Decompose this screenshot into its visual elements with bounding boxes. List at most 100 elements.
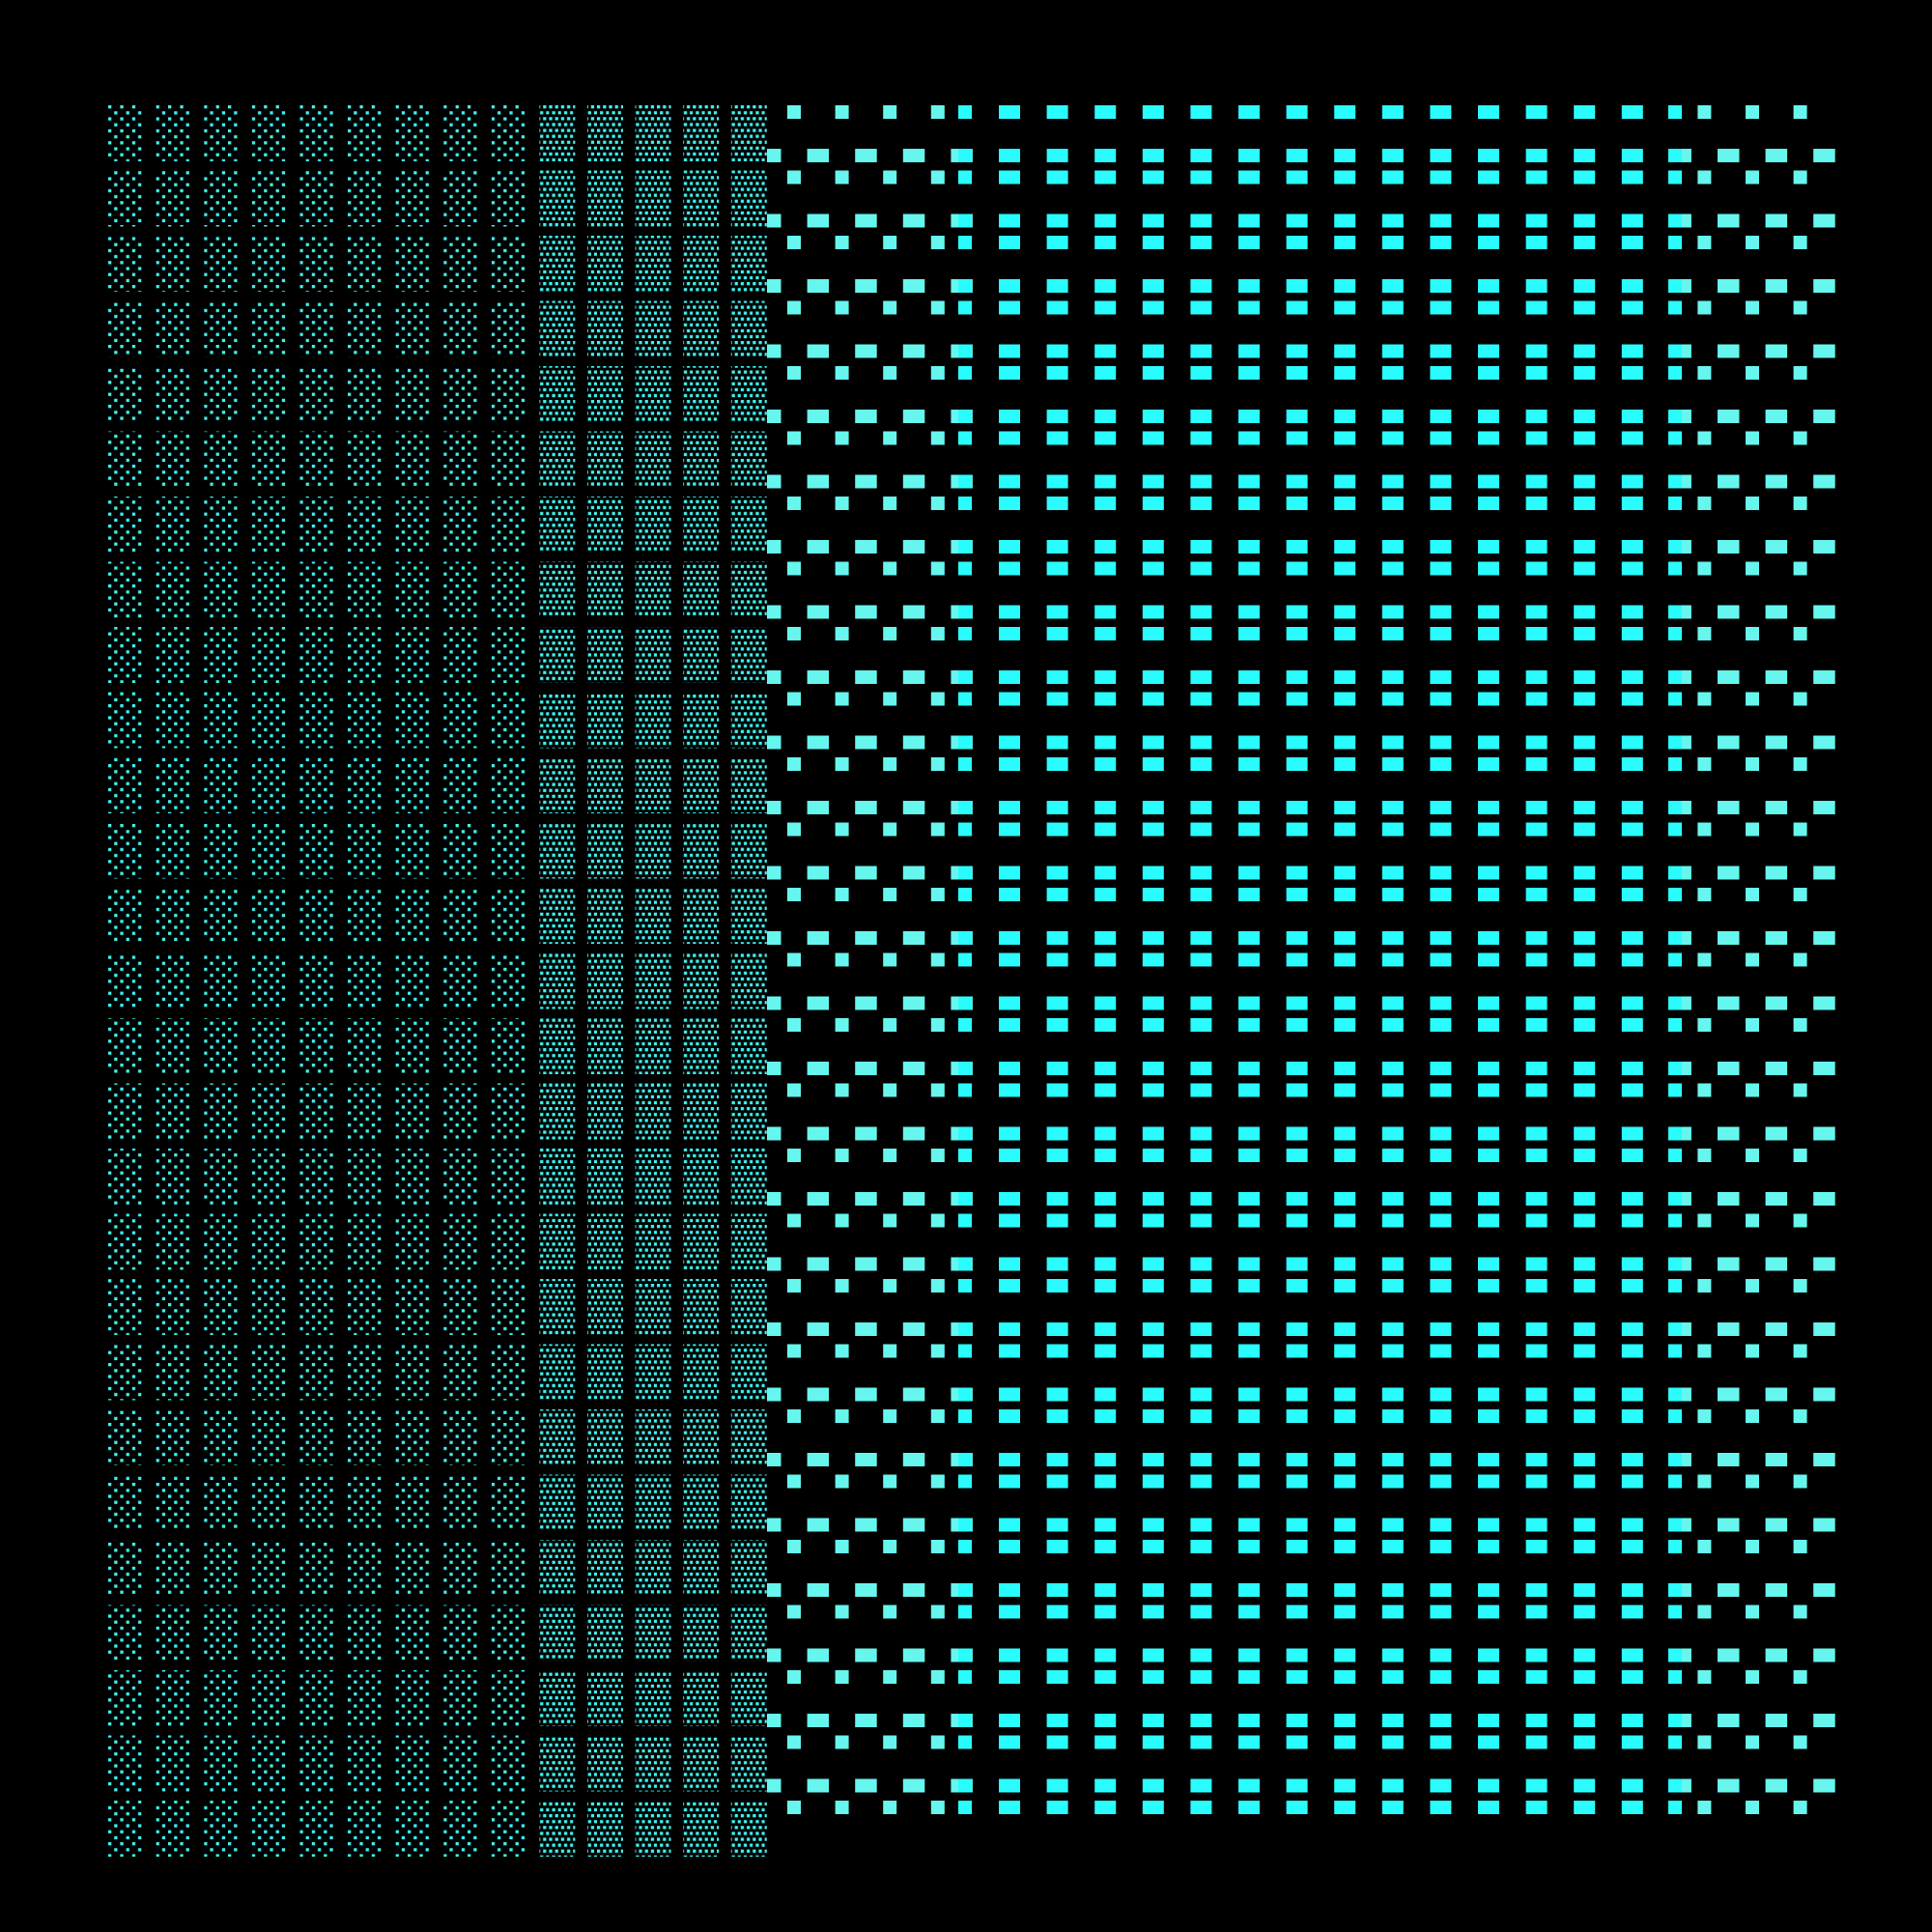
bright-bar <box>1094 1518 1117 1532</box>
dense-dot-block <box>730 1474 767 1531</box>
sparse-dot-block <box>395 236 432 292</box>
bright-bar <box>1430 1387 1452 1402</box>
bright-bar <box>1430 344 1452 358</box>
bright-square <box>1668 1126 1682 1141</box>
sparse-dot-block <box>251 1540 288 1596</box>
dense-dot-block <box>683 1540 720 1596</box>
bright-bar <box>1238 757 1260 771</box>
bright-bar <box>1046 1126 1068 1141</box>
light-square <box>883 822 897 837</box>
bright-bar <box>1190 1344 1212 1358</box>
bright-bar <box>1286 1018 1308 1032</box>
bright-bar <box>1574 1714 1596 1727</box>
bright-bar <box>1190 540 1212 554</box>
sparse-dot-block <box>251 822 288 879</box>
bright-bar <box>1046 1279 1068 1293</box>
bright-bar <box>1094 1583 1117 1597</box>
bright-bar <box>1430 1714 1452 1727</box>
light-square <box>883 1540 897 1553</box>
dense-dot-block <box>587 952 623 1009</box>
dense-dot-block <box>730 105 767 161</box>
light-bar <box>1718 149 1740 162</box>
light-bar <box>1718 1062 1740 1075</box>
bright-bar <box>1525 1648 1548 1662</box>
bright-bar <box>1238 866 1260 880</box>
bright-bar <box>1478 1387 1499 1402</box>
bright-bar <box>999 300 1020 315</box>
dense-dot-block <box>539 431 576 488</box>
sparse-dot-block <box>108 1279 144 1335</box>
bright-bar <box>1142 1018 1164 1032</box>
bright-bar <box>1142 497 1164 510</box>
bright-square <box>958 888 972 901</box>
sparse-dot-block <box>156 561 192 618</box>
sparse-dot-block <box>156 1083 192 1140</box>
sparse-dot-block <box>156 1149 192 1205</box>
bright-bar <box>1190 757 1212 771</box>
bright-bar <box>1525 1583 1548 1597</box>
dense-dot-block <box>730 1540 767 1596</box>
bright-bar <box>1142 735 1164 750</box>
bright-bar <box>1525 757 1548 771</box>
bright-bar <box>999 1257 1020 1271</box>
sparse-dot-block <box>204 1605 241 1662</box>
sparse-dot-block <box>491 1735 527 1792</box>
bright-square <box>1668 866 1682 880</box>
bright-bar <box>1334 627 1356 640</box>
light-bar <box>767 344 781 358</box>
light-square <box>787 1018 801 1032</box>
bright-bar <box>999 1126 1020 1141</box>
bright-bar <box>1478 1648 1499 1662</box>
light-square <box>883 366 897 380</box>
bright-bar <box>1238 1387 1260 1402</box>
light-square <box>835 1279 849 1293</box>
bright-bar <box>1621 735 1643 750</box>
bright-bar <box>1190 1322 1212 1336</box>
sparse-dot-block <box>443 300 480 357</box>
dense-dot-block <box>587 1344 623 1401</box>
bright-bar <box>1286 692 1308 706</box>
bright-bar <box>1094 366 1117 380</box>
sparse-dot-block <box>299 236 336 292</box>
bright-bar <box>1046 1714 1068 1727</box>
light-bar <box>807 1126 830 1141</box>
bright-bar <box>1094 540 1117 554</box>
bright-bar <box>1478 213 1499 228</box>
light-bar <box>807 1714 830 1727</box>
bright-bar <box>1478 866 1499 880</box>
light-square <box>1793 497 1807 510</box>
light-bar <box>767 410 781 423</box>
bright-bar <box>1334 996 1356 1010</box>
bright-bar <box>1430 1322 1452 1336</box>
light-square <box>883 1279 897 1293</box>
bright-bar <box>1094 1714 1117 1727</box>
light-square <box>1697 1735 1712 1749</box>
bright-bar <box>1046 1322 1068 1336</box>
light-square <box>787 1409 801 1423</box>
dense-dot-block <box>683 1344 720 1401</box>
bright-square <box>1668 931 1682 945</box>
light-bar <box>1718 1387 1740 1402</box>
bright-bar <box>1334 561 1356 576</box>
bright-square <box>958 236 972 249</box>
bright-bar <box>1286 1648 1308 1662</box>
light-square <box>787 1735 801 1749</box>
light-bar <box>1813 1714 1835 1727</box>
sparse-dot-block <box>108 1409 144 1465</box>
light-bar <box>902 1062 925 1075</box>
sparse-dot-block <box>108 757 144 813</box>
light-bar <box>1765 1518 1788 1532</box>
bright-bar <box>1238 1583 1260 1597</box>
sparse-dot-block <box>204 1213 241 1270</box>
bright-square <box>1668 279 1682 293</box>
sparse-dot-block <box>251 561 288 618</box>
light-square <box>835 822 849 837</box>
bright-bar <box>1525 431 1548 445</box>
light-square <box>1697 497 1712 510</box>
dense-dot-block <box>730 757 767 813</box>
sparse-dot-block <box>443 627 480 683</box>
dense-dot-block <box>539 757 576 813</box>
sparse-dot-block <box>299 692 336 749</box>
bright-bar <box>1094 757 1117 771</box>
bright-bar <box>1046 540 1068 554</box>
